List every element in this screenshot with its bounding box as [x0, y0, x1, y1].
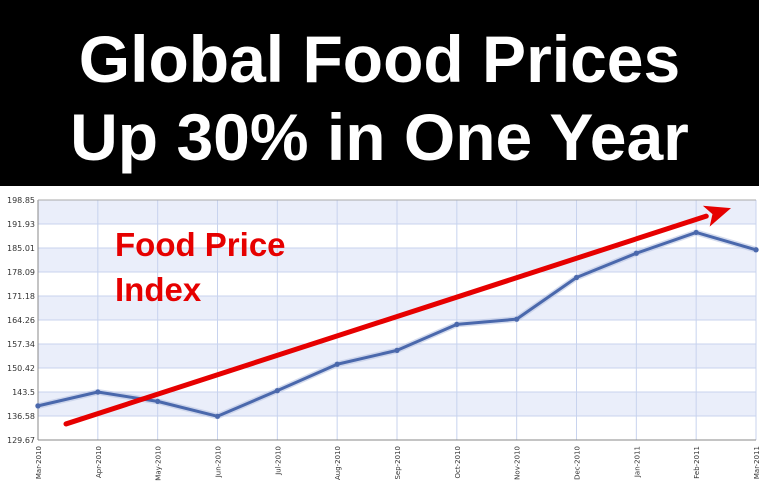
- data-point: [514, 316, 520, 322]
- data-point: [214, 413, 221, 419]
- y-axis-ticks: 129.67 136.58 143.5 150.42 157.34 164.26 171.1…: [7, 196, 35, 445]
- chart-axes: [37, 199, 756, 441]
- chart-frame: 129.67 136.58 143.5 150.42 157.34 164.26 171.1…: [0, 190, 759, 494]
- x-tick-label: Apr-2010: [95, 446, 103, 478]
- data-point: [693, 229, 699, 236]
- title-banner: Global Food Prices Up 30% in One Year: [0, 0, 759, 186]
- trend-arrow-head: [702, 205, 731, 227]
- y-tick-label: 178.09: [7, 268, 35, 277]
- data-point: [394, 347, 400, 353]
- x-tick-label: Nov-2010: [514, 446, 522, 480]
- x-tick-label: Jan-2011: [633, 446, 641, 478]
- y-tick-label: 157.34: [7, 340, 35, 349]
- banner-divider: [0, 186, 759, 190]
- y-tick-label: 143.5: [12, 388, 35, 397]
- x-tick-label: Mar-2011: [753, 446, 759, 479]
- y-tick-label: 191.93: [7, 220, 35, 229]
- data-point: [35, 403, 41, 409]
- data-point: [454, 321, 460, 327]
- x-tick-label: Mar-2010: [35, 446, 43, 479]
- y-tick-label: 150.42: [7, 364, 35, 373]
- x-tick-label: Jul-2010: [274, 446, 282, 476]
- food-price-chart: 129.67 136.58 143.5 150.42 157.34 164.26 171.1…: [7, 196, 759, 481]
- title-line-2: Up 30% in One Year: [70, 100, 689, 174]
- y-tick-label: 171.18: [7, 292, 35, 301]
- data-point: [95, 389, 101, 395]
- annotation-label-line-2: Index: [115, 271, 202, 308]
- title-line-1: Global Food Prices: [78, 22, 681, 96]
- data-point: [155, 398, 161, 404]
- data-point: [753, 247, 759, 253]
- trend-arrow-shaft: [63, 213, 709, 427]
- annotation-label-line-1: Food Price: [115, 226, 286, 263]
- data-point: [573, 274, 580, 281]
- x-tick-label: Feb-2011: [693, 446, 701, 479]
- y-tick-label: 136.58: [7, 412, 35, 421]
- x-axis-ticks: Mar-2010 Apr-2010 May-2010 Jun-2010 Jul-2010…: [35, 446, 759, 481]
- y-tick-label: 129.67: [7, 436, 35, 445]
- data-point: [274, 388, 280, 394]
- data-point: [334, 361, 340, 367]
- x-tick-label: Sep-2010: [394, 446, 402, 480]
- x-tick-label: Dec-2010: [574, 446, 582, 480]
- x-tick-label: May-2010: [155, 446, 163, 481]
- y-tick-label: 185.01: [7, 244, 35, 253]
- trend-arrow: [63, 205, 731, 427]
- x-tick-label: Jun-2010: [215, 446, 223, 478]
- chart-series: [35, 229, 759, 420]
- y-tick-label: 164.26: [7, 316, 35, 325]
- x-tick-label: Oct-2010: [454, 446, 462, 478]
- data-point: [633, 250, 639, 256]
- y-tick-label: 198.85: [7, 196, 35, 205]
- x-tick-label: Aug-2010: [334, 446, 342, 480]
